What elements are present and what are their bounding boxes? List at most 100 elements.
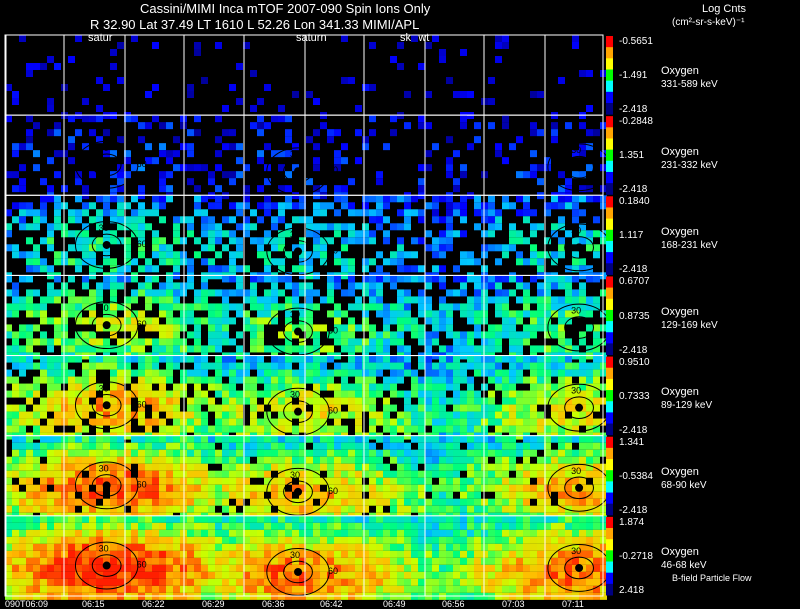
- heatmap-cell: [313, 157, 320, 165]
- heatmap-cell: [593, 404, 600, 412]
- heatmap-cell: [355, 105, 362, 112]
- heatmap-cell: [383, 230, 390, 238]
- heatmap-cell: [236, 223, 243, 231]
- heatmap-cell: [187, 129, 194, 137]
- heatmap-cell: [229, 578, 236, 586]
- heatmap-cell: [586, 529, 593, 537]
- heatmap-cell: [362, 536, 369, 544]
- heatmap-cell: [117, 171, 124, 179]
- heatmap-cell: [488, 345, 495, 353]
- heatmap-cell: [117, 338, 124, 346]
- heatmap-cell: [467, 463, 474, 471]
- heatmap-cell: [159, 171, 166, 179]
- heatmap-cell: [285, 550, 292, 558]
- heatmap-cell: [117, 383, 124, 391]
- heatmap-cell: [355, 282, 362, 290]
- contour-label: 60: [328, 326, 338, 336]
- heatmap-cell: [5, 84, 12, 91]
- heatmap-cell: [138, 578, 145, 586]
- heatmap-cell: [572, 202, 579, 210]
- heatmap-cell: [537, 418, 544, 426]
- heatmap-cell: [558, 355, 565, 363]
- heatmap-cell: [348, 411, 355, 419]
- heatmap-cell: [285, 585, 292, 593]
- heatmap-cell: [558, 435, 565, 443]
- heatmap-cell: [593, 338, 600, 346]
- heatmap-cell: [222, 275, 229, 283]
- heatmap-cell: [446, 171, 453, 179]
- heatmap-cell: [12, 338, 19, 346]
- heatmap-cell: [313, 470, 320, 478]
- heatmap-cell: [33, 505, 40, 513]
- heatmap-cell: [495, 550, 502, 558]
- heatmap-cell: [306, 529, 313, 537]
- heatmap-cell: [418, 115, 425, 123]
- heatmap-cell: [152, 390, 159, 398]
- heatmap-cell: [313, 571, 320, 579]
- heatmap-cell: [12, 564, 19, 572]
- heatmap-cell: [586, 230, 593, 238]
- heatmap-cell: [523, 463, 530, 471]
- heatmap-cell: [138, 390, 145, 398]
- heatmap-cell: [404, 265, 411, 273]
- heatmap-cell: [320, 498, 327, 506]
- heatmap-cell: [551, 202, 558, 210]
- heatmap-cell: [110, 317, 117, 325]
- time-tick-label: 06:56: [442, 599, 465, 609]
- heatmap-cell: [446, 522, 453, 530]
- heatmap-cell: [320, 456, 327, 464]
- heatmap-cell: [460, 529, 467, 537]
- heatmap-cell: [404, 251, 411, 259]
- heatmap-cell: [75, 265, 82, 273]
- heatmap-cell: [173, 164, 180, 172]
- heatmap-cell: [201, 282, 208, 290]
- heatmap-cell: [446, 536, 453, 544]
- heatmap-cell: [215, 456, 222, 464]
- heatmap-cell: [292, 442, 299, 450]
- heatmap-cell: [33, 515, 40, 523]
- heatmap-cell: [82, 296, 89, 304]
- heatmap-cell: [558, 477, 565, 485]
- heatmap-cell: [579, 230, 586, 238]
- heatmap-cell: [313, 331, 320, 339]
- heatmap-cell: [397, 258, 404, 266]
- heatmap-cell: [243, 578, 250, 586]
- heatmap-cell: [215, 564, 222, 572]
- heatmap-cell: [418, 362, 425, 370]
- heatmap-cell: [110, 564, 117, 572]
- heatmap-cell: [264, 557, 271, 565]
- heatmap-cell: [117, 522, 124, 530]
- heatmap-cell: [348, 536, 355, 544]
- heatmap-cell: [229, 303, 236, 311]
- heatmap-cell: [530, 557, 537, 565]
- heatmap-cell: [47, 362, 54, 370]
- field-direction-marker: [575, 563, 584, 572]
- heatmap-cell: [215, 237, 222, 245]
- heatmap-cell: [96, 529, 103, 537]
- heatmap-cell: [537, 390, 544, 398]
- heatmap-cell: [516, 275, 523, 283]
- heatmap-cell: [558, 491, 565, 499]
- heatmap-cell: [593, 505, 600, 513]
- heatmap-cell: [453, 91, 460, 98]
- heatmap-cell: [236, 411, 243, 419]
- heatmap-cell: [264, 442, 271, 450]
- heatmap-cell: [166, 491, 173, 499]
- heatmap-cell: [320, 411, 327, 419]
- heatmap-cell: [257, 550, 264, 558]
- heatmap-cell: [551, 122, 558, 130]
- heatmap-cell: [201, 345, 208, 353]
- heatmap-cell: [327, 564, 334, 572]
- heatmap-cell: [299, 411, 306, 419]
- heatmap-cell: [558, 237, 565, 245]
- contour-line: [564, 396, 594, 419]
- heatmap-cell: [509, 505, 516, 513]
- heatmap-cell: [313, 449, 320, 457]
- heatmap-cell: [306, 435, 313, 443]
- heatmap-cell: [33, 484, 40, 492]
- heatmap-cell: [306, 265, 313, 273]
- heatmap-cell: [229, 258, 236, 266]
- heatmap-cell: [502, 425, 509, 433]
- heatmap-cell: [544, 296, 551, 304]
- heatmap-cell: [369, 129, 376, 137]
